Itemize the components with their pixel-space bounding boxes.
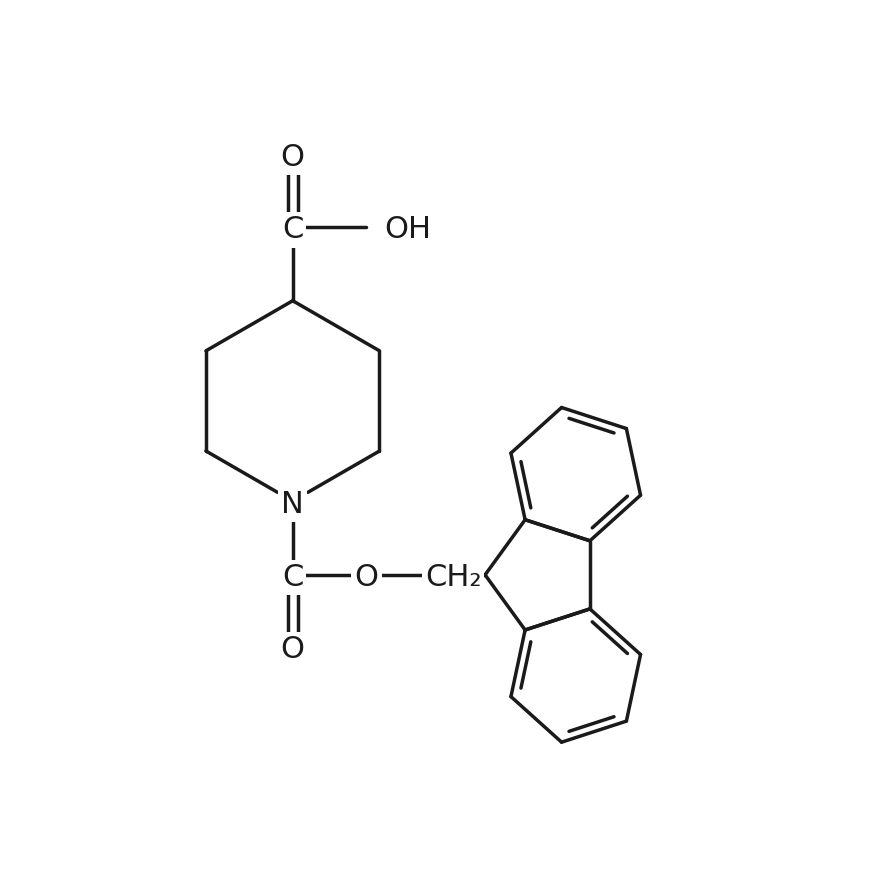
Text: O: O	[280, 143, 304, 173]
Text: O: O	[354, 563, 378, 593]
Text: CH₂: CH₂	[425, 563, 481, 593]
Text: C: C	[282, 563, 303, 593]
Text: C: C	[282, 215, 303, 245]
Text: OH: OH	[384, 215, 432, 245]
Text: N: N	[281, 490, 304, 519]
Text: O: O	[280, 635, 304, 665]
